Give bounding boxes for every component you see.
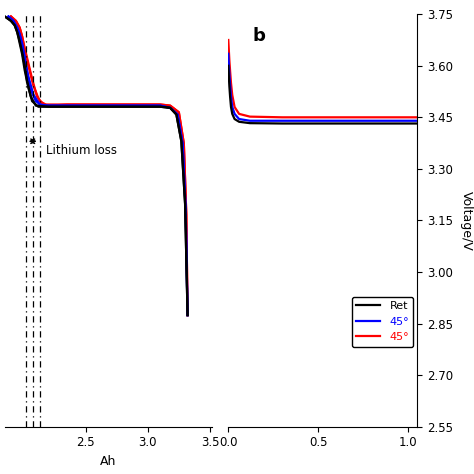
Legend: Ret, 45°, 45°: Ret, 45°, 45° (352, 297, 413, 347)
Y-axis label: Voltage/V: Voltage/V (459, 191, 473, 250)
Text: Lithium loss: Lithium loss (46, 144, 117, 157)
Text: b: b (253, 27, 266, 45)
X-axis label: Ah: Ah (100, 455, 117, 468)
